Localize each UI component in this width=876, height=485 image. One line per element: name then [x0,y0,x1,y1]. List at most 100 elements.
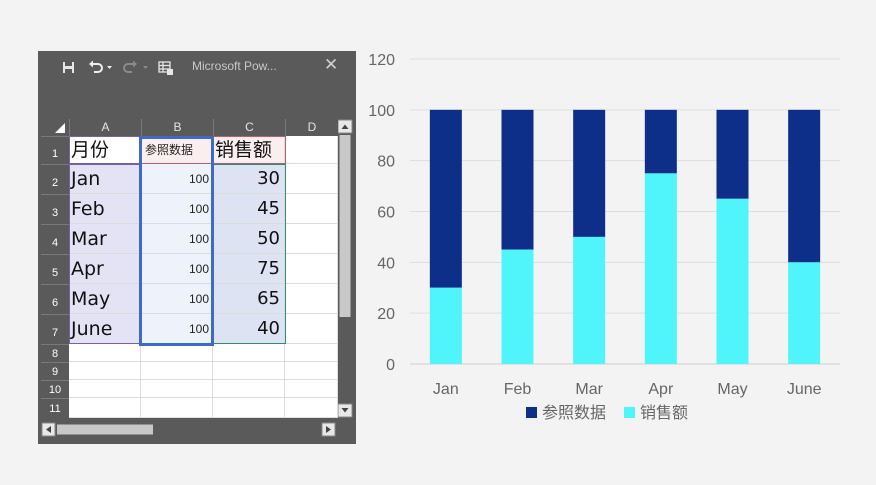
bar-sales[interactable] [501,249,534,364]
horizontal-scroll-thumb[interactable] [57,424,153,435]
redo-icon[interactable] [120,60,148,74]
header-cell-month[interactable]: 月份 [69,136,141,164]
bar-reference[interactable] [573,109,606,237]
empty-cell[interactable] [69,398,141,418]
empty-cell[interactable] [285,136,338,164]
column-header-d[interactable]: D [285,119,338,136]
x-tick-label: Feb [504,381,532,398]
empty-cell[interactable] [285,398,338,418]
empty-cell[interactable] [141,344,213,362]
row-header-1[interactable]: 1 [41,136,69,164]
empty-cell[interactable] [141,380,213,398]
empty-cell[interactable] [285,194,338,224]
empty-cell[interactable] [285,164,338,194]
bar-reference[interactable] [788,109,821,263]
empty-cell[interactable] [213,380,285,398]
vertical-scrollbar[interactable] [337,119,353,418]
reference-cell[interactable]: 100 [141,194,213,224]
save-icon[interactable] [62,60,75,74]
bar-reference[interactable] [429,109,462,288]
column-header-a[interactable]: A [69,119,141,136]
worksheet-grid[interactable]: A B C D 1 2 3 4 5 6 7 8 9 10 11 月份 参照数据 销售额 Jan 100 30 Feb 100… [41,119,338,418]
legend-label: 参照数据 [542,403,606,422]
row-header-7[interactable]: 7 [41,314,69,344]
legend-swatch [624,407,635,418]
row-header-3[interactable]: 3 [41,194,69,224]
header-cell-reference[interactable]: 参照数据 [141,136,213,164]
column-header-c[interactable]: C [213,119,285,136]
empty-cell[interactable] [285,362,338,380]
excel-window: Microsoft Pow... ✕ A B C D 1 2 3 4 5 6 7 8 9 10 11 月份 参照… [38,51,356,444]
month-cell[interactable]: Mar [69,224,141,254]
reference-cell[interactable]: 100 [141,314,213,344]
reference-cell[interactable]: 100 [141,224,213,254]
x-tick-label: May [717,381,747,398]
empty-cell[interactable] [285,344,338,362]
sales-cell[interactable]: 40 [213,314,285,344]
y-tick-label: 20 [377,306,395,323]
select-all-corner[interactable] [41,119,69,136]
sales-cell[interactable]: 50 [213,224,285,254]
sales-cell[interactable]: 75 [213,254,285,284]
table-icon[interactable] [158,60,174,76]
bar-reference[interactable] [501,109,534,250]
row-header-11[interactable]: 11 [41,398,69,418]
sales-cell[interactable]: 45 [213,194,285,224]
y-tick-label: 80 [377,154,395,171]
empty-cell[interactable] [285,380,338,398]
bar-sales[interactable] [573,236,606,364]
empty-cell[interactable] [213,344,285,362]
bar-sales[interactable] [429,287,462,364]
vertical-scroll-thumb[interactable] [339,135,351,317]
month-cell[interactable]: June [69,314,141,344]
header-cell-sales[interactable]: 销售额 [213,136,285,164]
horizontal-scrollbar-track [41,422,336,437]
row-header-2[interactable]: 2 [41,164,69,194]
empty-cell[interactable] [213,398,285,418]
title-bar: Microsoft Pow... ✕ [38,51,356,107]
empty-cell[interactable] [285,314,338,344]
row-header-8[interactable]: 8 [41,344,69,362]
window-title: Microsoft Pow... [192,59,277,73]
empty-cell[interactable] [285,224,338,254]
stacked-bar-chart: 0 20 40 60 80 100 120 Jan Feb Mar Apr May June 参照数据 销售… [360,40,860,440]
empty-cell[interactable] [69,362,141,380]
y-tick-label: 60 [377,205,395,222]
column-header-b[interactable]: B [141,119,213,136]
empty-cell[interactable] [285,254,338,284]
close-button[interactable]: ✕ [324,55,339,75]
row-header-5[interactable]: 5 [41,254,69,284]
empty-cell[interactable] [69,344,141,362]
month-cell[interactable]: May [69,284,141,314]
y-tick-label: 40 [377,255,395,272]
legend-swatch [526,407,537,418]
empty-cell[interactable] [285,284,338,314]
bar-reference[interactable] [716,109,749,199]
empty-cell[interactable] [69,380,141,398]
month-cell[interactable]: Feb [69,194,141,224]
sales-cell[interactable]: 30 [213,164,285,194]
reference-cell[interactable]: 100 [141,284,213,314]
x-tick-label: June [787,381,822,398]
row-header-6[interactable]: 6 [41,284,69,314]
bar-sales[interactable] [788,262,821,364]
horizontal-scrollbar[interactable] [41,421,338,438]
row-header-4[interactable]: 4 [41,224,69,254]
vertical-scrollbar-track [337,119,353,418]
reference-cell[interactable]: 100 [141,164,213,194]
bar-reference[interactable] [644,109,677,174]
bar-sales[interactable] [716,198,749,364]
x-tick-label: Jan [433,381,459,398]
bar-sales[interactable] [644,173,677,364]
undo-icon[interactable] [88,60,112,74]
reference-cell[interactable]: 100 [141,254,213,284]
legend-label: 销售额 [640,403,688,422]
empty-cell[interactable] [141,362,213,380]
sales-cell[interactable]: 65 [213,284,285,314]
row-header-10[interactable]: 10 [41,380,69,398]
empty-cell[interactable] [213,362,285,380]
month-cell[interactable]: Jan [69,164,141,194]
empty-cell[interactable] [141,398,213,418]
month-cell[interactable]: Apr [69,254,141,284]
row-header-9[interactable]: 9 [41,362,69,380]
